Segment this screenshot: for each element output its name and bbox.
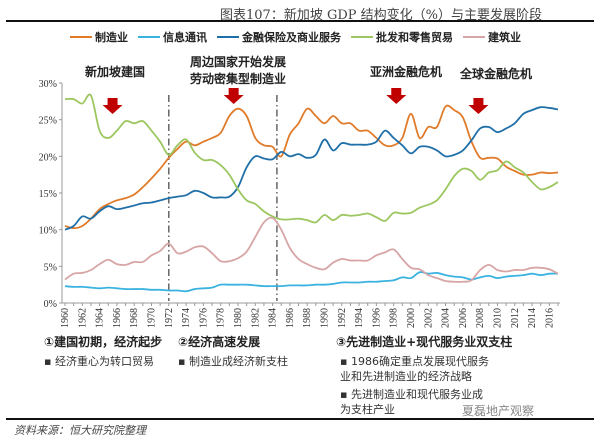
legend-item: 批发和零售贸易 (351, 29, 453, 45)
stage-heading: ②经济高速发展 (178, 335, 261, 349)
x-tick-label: 1968 (129, 308, 140, 328)
x-tick-label: 1994 (354, 308, 365, 328)
y-tick-label: 25% (39, 116, 57, 127)
bullet-text: 经济重心为转口贸易 (54, 355, 154, 368)
annotation-line: 劳动密集型制造业 (190, 72, 287, 86)
legend-item: 金融保险及商业服务 (217, 29, 341, 45)
x-tick-label: 1978 (216, 308, 227, 328)
annotation-founding: 新加坡建国 (85, 65, 146, 79)
watermark: 夏磊地产观察 (462, 404, 535, 418)
x-tick-label: 2008 (475, 308, 486, 328)
bullet-text: 1986确定重点发展现代服务业和先进制造业的经济战略 (340, 355, 489, 383)
stage-bullet: ▪ 1986确定重点发展现代服务业和先进制造业的经济战略 (340, 355, 489, 383)
x-tick-label: 1976 (198, 308, 209, 328)
legend-label: 批发和零售贸易 (376, 31, 453, 44)
x-tick-label: 1964 (95, 308, 106, 328)
y-tick-label: 15% (39, 189, 57, 200)
series-line-信息通讯 (64, 271, 559, 293)
series-line-建筑业 (64, 216, 559, 283)
stage-bullet: ▪ 经济重心为转口贸易 (44, 355, 154, 368)
y-tick-label: 0% (44, 299, 57, 310)
stage-bullet: ▪ 先进制造业和现代服务业成为支柱产业 (340, 388, 483, 416)
down-arrow-icon (386, 88, 407, 104)
x-tick-label: 1970 (146, 308, 157, 328)
x-tick-label: 1984 (268, 308, 279, 328)
chart-title: 图表107：新加坡 GDP 结构变化（%）与主要发展阶段 (220, 8, 542, 23)
y-tick-label: 20% (39, 152, 57, 163)
stage-1: ①建国初期，经济起步 ▪ 经济重心为转口贸易 (44, 333, 162, 369)
x-tick-label: 1980 (233, 308, 244, 328)
x-tick-label: 1962 (77, 308, 88, 328)
x-tick-label: 1982 (250, 308, 261, 328)
stage-3: ③先进制造业+现代服务业双支柱 ▪ 1986确定重点发展现代服务业和先进制造业的… (336, 333, 512, 417)
down-arrow-icon (468, 98, 489, 114)
x-tick-label: 1974 (181, 308, 192, 328)
series-line-金融保险及商业服务 (64, 106, 559, 231)
x-tick-label: 1988 (302, 308, 313, 328)
legend-item: 信息通讯 (138, 29, 207, 45)
bullet-text: 先进制造业和现代服务业成为支柱产业 (340, 388, 483, 416)
x-tick-label: 1998 (389, 308, 400, 328)
x-tick-label: 1966 (112, 308, 123, 328)
series-line-制造业 (64, 104, 559, 230)
x-tick-label: 1992 (337, 308, 348, 328)
x-tick-label: 1960 (60, 308, 71, 328)
top-rule (6, 20, 594, 22)
x-tick-label: 2004 (441, 308, 452, 328)
legend-label: 建筑业 (488, 31, 521, 44)
stage-2: ②经济高速发展 ▪ 制造业成经济新支柱 (178, 333, 288, 369)
annotation-asian-crisis: 亚洲金融危机 (370, 65, 443, 79)
bullet-text: 制造业成经济新支柱 (188, 355, 288, 368)
legend-item: 建筑业 (463, 29, 521, 45)
x-tick-label: 2010 (492, 308, 503, 328)
annotation-line: 周边国家开始发展 (190, 55, 287, 69)
x-tick-label: 2000 (406, 308, 417, 328)
legend-item: 制造业 (70, 29, 128, 45)
series-line-批发和零售贸易 (64, 93, 559, 224)
x-tick-label: 2016 (544, 308, 555, 328)
down-arrow-icon (223, 88, 244, 104)
bottom-rule (6, 418, 594, 420)
x-tick-label: 1990 (319, 308, 330, 328)
legend-label: 制造业 (95, 31, 128, 44)
x-tick-label: 1972 (164, 308, 175, 328)
stage-heading: ①建国初期，经济起步 (44, 335, 163, 349)
annotation-global-crisis: 全球金融危机 (460, 67, 533, 81)
down-arrow-icon (102, 98, 123, 114)
x-tick-label: 2012 (510, 308, 521, 328)
y-tick-label: 5% (44, 262, 57, 273)
annotation-neighbors: 周边国家开始发展 劳动密集型制造业 (190, 54, 286, 88)
legend: 制造业 信息通讯 金融保险及商业服务 批发和零售贸易 建筑业 (70, 29, 521, 45)
legend-label: 金融保险及商业服务 (242, 31, 341, 44)
x-tick-label: 1996 (371, 308, 382, 328)
y-tick-label: 30% (39, 79, 57, 90)
legend-label: 信息通讯 (163, 31, 207, 44)
source-note: 资料来源：恒大研究院整理 (14, 424, 146, 437)
x-tick-label: 1986 (285, 308, 296, 328)
x-tick-label: 2002 (423, 308, 434, 328)
x-tick-label: 2006 (458, 308, 469, 328)
x-tick-label: 2014 (527, 308, 538, 328)
stage-heading: ③先进制造业+现代服务业双支柱 (336, 335, 513, 349)
y-tick-label: 10% (39, 226, 57, 237)
stage-bullet: ▪ 制造业成经济新支柱 (178, 355, 288, 368)
